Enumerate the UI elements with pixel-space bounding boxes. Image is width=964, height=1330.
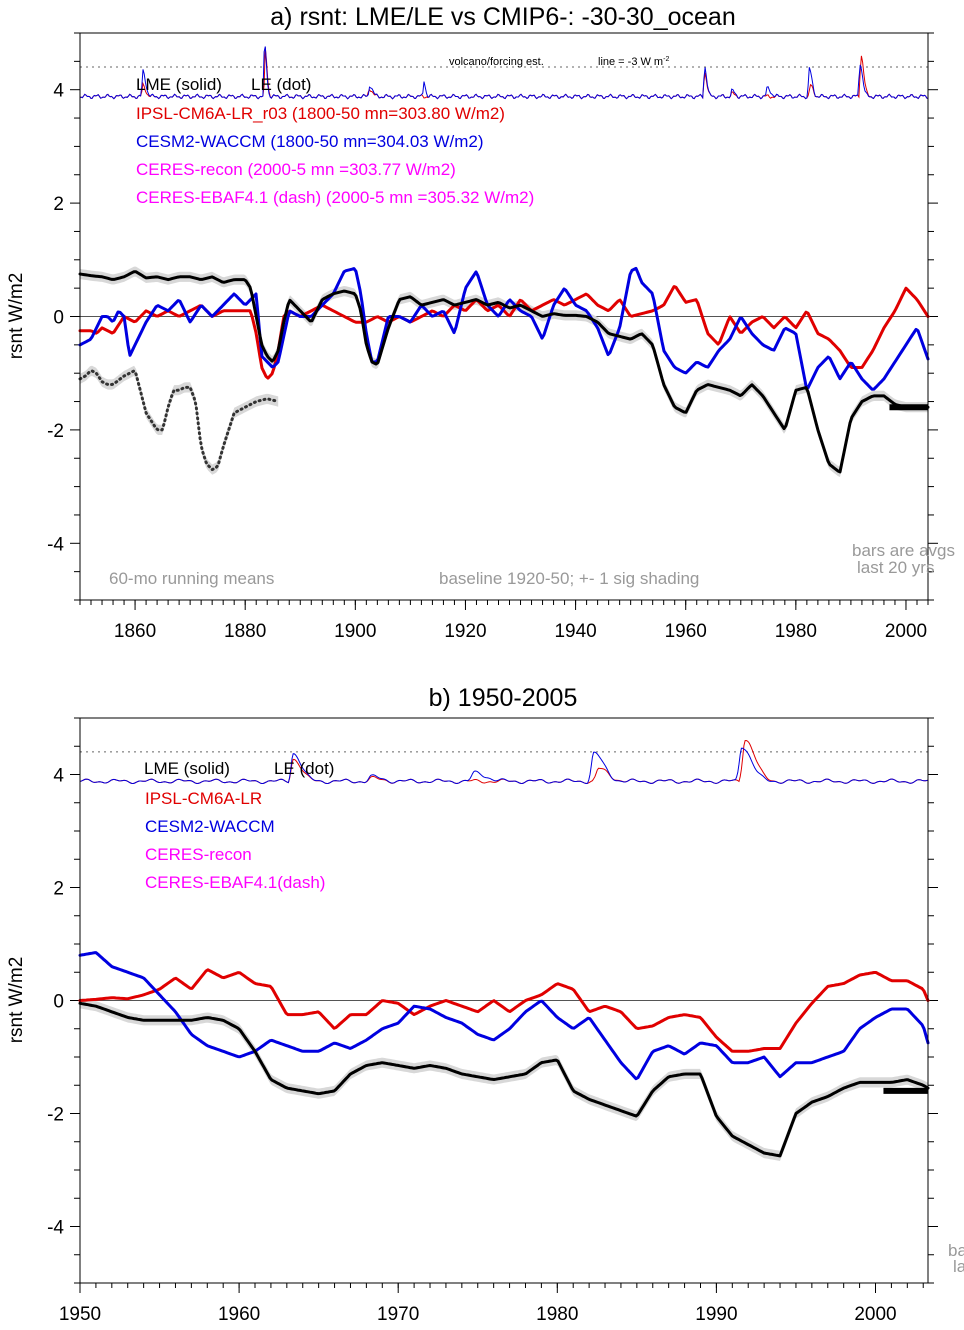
panel-b-legend-ceres-ebaf: CERES-EBAF4.1(dash) [145,873,325,892]
x-tick-label: 1900 [334,621,376,642]
panel-a-line-note: line = -3 W m-2 [598,56,669,68]
x-tick-label: 2000 [854,1304,896,1325]
shading-LME [80,998,928,1161]
panel-b-axes: 1950 1960 1970 1980 1990 2000 -4 -2 0 2 4 [47,717,938,1325]
panel-a-volcano-note: volcano/forcing est. [449,56,544,68]
panel-a-frame [79,32,929,601]
x-tick-label: 1920 [444,621,486,642]
x-tick-label: 2000 [885,621,927,642]
y-tick-label: 4 [53,81,64,102]
panel-b-ylabel: rsnt W/m2 [6,957,27,1044]
x-tick-label: 1980 [536,1304,578,1325]
panel-b-reference-lines [79,739,929,1001]
y-tick-label: 0 [53,308,64,329]
panel-b-bars-note-1: ba [948,1241,964,1260]
panel-a-bars-note-1: bars are avgs [852,541,955,560]
y-tick-label: -4 [47,534,64,555]
series-LME [78,270,930,474]
panel-b-frame [79,717,929,1284]
y-tick-label: 2 [53,194,64,215]
panel-a-legend-ipsl: IPSL-CM6A-LR_r03 (1800-50 mn=303.80 W/m2… [136,104,505,123]
panel-a-legend-ceres-recon: CERES-recon (2000-5 mn =303.77 W/m2) [136,160,456,179]
panel-a-series [78,266,930,474]
panel-b-legend-ipsl: IPSL-CM6A-LR [145,789,262,808]
panel-a-legend-cesm: CESM2-WACCM (1800-50 mn=304.03 W/m2) [136,132,484,151]
forcing-cesm-line [80,46,929,100]
y-tick-label: -2 [47,1105,64,1126]
panel-a-legend-header-solid: LME (solid) [136,75,222,94]
panel-a: a) rsnt: LME/LE vs CMIP6-: -30-30_ocean … [6,3,955,642]
y-tick-label: -2 [47,421,64,442]
x-tick-label: 1980 [775,621,817,642]
panel-a-title: a) rsnt: LME/LE vs CMIP6-: -30-30_ocean [270,3,735,31]
panel-b-legend-ceres-recon: CERES-recon [145,845,252,864]
panel-a-legend-ceres-ebaf: CERES-EBAF4.1 (dash) (2000-5 mn =305.32 … [136,188,534,207]
panel-a-baseline-note: baseline 1920-50; +- 1 sig shading [439,569,699,588]
panel-b-bars-note-2: la [953,1257,964,1276]
panel-a-ylabel: rsnt W/m2 [6,273,27,360]
x-tick-label: 1960 [218,1304,260,1325]
y-tick-label: 2 [53,879,64,900]
series-CESM2-WACCM [78,951,930,1081]
series-CESM2-WACCM [78,266,930,391]
x-tick-label: 1960 [665,621,707,642]
panel-b-shading [80,998,928,1161]
panel-a-bars-note-2: last 20 yrs [857,558,934,577]
x-tick-label: 1990 [695,1304,737,1325]
panel-b-legend-cesm: CESM2-WACCM [145,817,275,836]
y-tick-label: -4 [47,1218,64,1239]
series-IPSL-CM6A-LR_r03 [78,285,930,380]
x-tick-label: 1880 [224,621,266,642]
x-tick-label: 1970 [377,1304,419,1325]
x-tick-label: 1950 [59,1304,101,1325]
x-tick-label: 1860 [114,621,156,642]
series-LME [78,1001,930,1158]
series-LE [78,369,280,472]
x-tick-label: 1940 [554,621,596,642]
panel-b: b) 1950-2005 rsnt W/m2 1950 1960 1970 1980 1… [6,684,964,1325]
panel-a-axes: 1860 1880 1900 1920 1940 1960 1980 2000 -4 -2 0 2 4 [47,32,938,642]
series-IPSL-CM6A-LR [78,968,930,1053]
panel-b-title: b) 1950-2005 [429,684,578,712]
panel-b-legend-header-dot: LE (dot) [274,759,334,778]
forcing-cesm-line [79,747,929,785]
panel-a-running-note: 60-mo running means [109,569,274,588]
panel-a-legend-header-dot: LE (dot) [251,75,311,94]
y-tick-label: 4 [53,766,64,787]
y-tick-label: 0 [53,992,64,1013]
panel-b-series [78,951,930,1158]
panel-b-legend-header-solid: LME (solid) [144,759,230,778]
